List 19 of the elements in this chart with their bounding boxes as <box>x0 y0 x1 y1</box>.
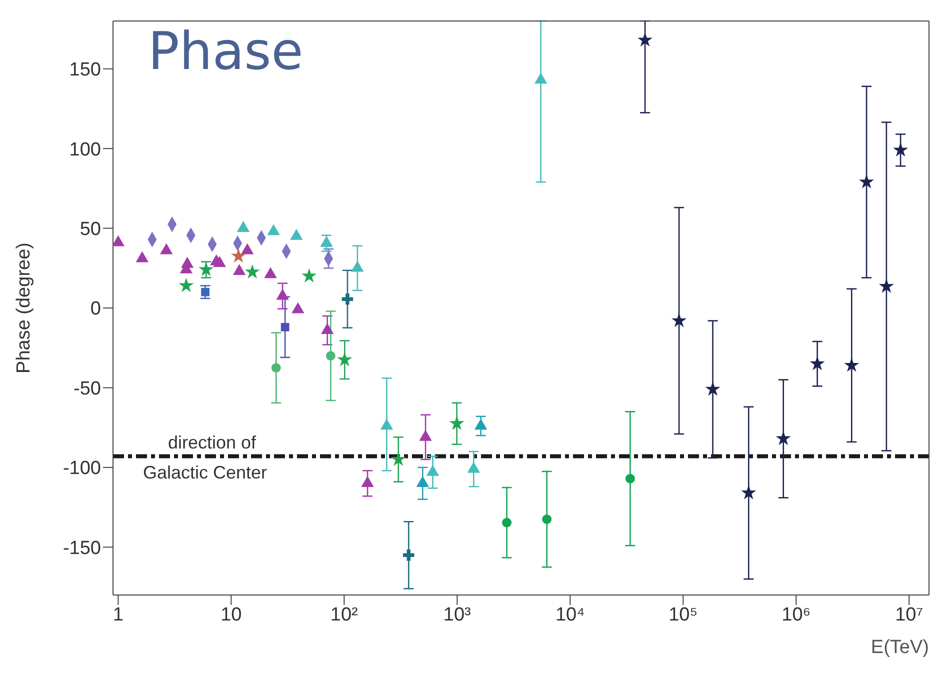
x-tick-label: 10⁵ <box>668 604 698 626</box>
y-tick-label: 150 <box>69 60 101 81</box>
x-tick-label: 10³ <box>443 604 471 626</box>
x-tick-label: 10² <box>330 604 358 626</box>
x-tick-label: 10⁶ <box>782 604 811 626</box>
y-tick-label: 0 <box>90 298 101 320</box>
x-tick-label: 10⁴ <box>555 604 585 626</box>
chart-title: Phase <box>148 22 304 82</box>
x-tick-label: 1 <box>112 604 124 626</box>
y-tick-label: -100 <box>62 458 101 480</box>
x-tick-label: 10⁷ <box>895 604 924 626</box>
x-tick-label: 10 <box>220 604 242 626</box>
y-tick-label: 100 <box>69 139 101 160</box>
y-tick-label: -150 <box>62 538 101 559</box>
y-tick-label: -50 <box>74 378 101 400</box>
x-axis-title: E(TeV) <box>870 637 929 658</box>
y-axis-title: Phase (degree) <box>14 242 35 374</box>
ref-line-label: direction of Galactic Center <box>143 432 268 482</box>
y-tick-label: 50 <box>80 219 101 240</box>
